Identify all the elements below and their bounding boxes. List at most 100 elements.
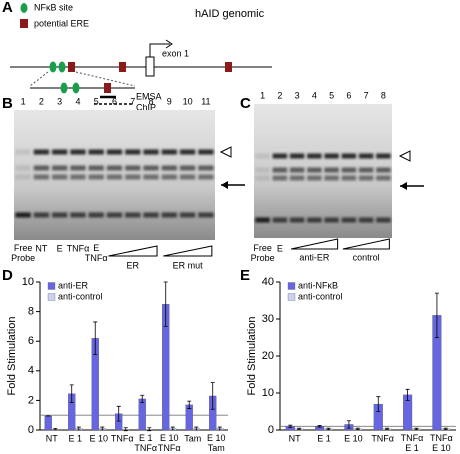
lane-number: 11 — [201, 96, 210, 106]
error-bar — [414, 427, 419, 431]
gel-band — [106, 174, 123, 180]
panel-letter: A — [2, 0, 13, 16]
legend-swatch — [47, 282, 56, 290]
y-tick-label: 10 — [262, 387, 274, 399]
gel-band — [161, 149, 177, 155]
zoom-line — [29, 71, 49, 87]
error-bar — [116, 405, 121, 422]
gel-band — [143, 149, 159, 155]
gel-band — [289, 175, 305, 181]
lane-number: 7 — [130, 96, 135, 106]
error-bar — [405, 388, 410, 401]
error-bar — [210, 382, 215, 410]
gel-band — [52, 212, 68, 218]
error-bar — [147, 427, 152, 432]
legend-label: anti-control — [58, 291, 103, 301]
group-label: ER mut — [173, 260, 204, 270]
nfkb-site — [58, 61, 66, 73]
gel-band — [106, 212, 123, 218]
panel-letter: D — [2, 267, 13, 284]
lane-number: 9 — [167, 96, 172, 106]
panel-letter: E — [240, 267, 250, 284]
lane-number: 3 — [295, 90, 300, 100]
lane-number: 8 — [149, 96, 154, 106]
arrow-head — [221, 181, 228, 189]
lane-number: 6 — [346, 90, 351, 100]
gel-band — [125, 149, 141, 155]
gel-band — [358, 217, 374, 223]
lane-label: E TNFα — [85, 243, 108, 263]
error-bar — [123, 427, 128, 432]
legend-swatch — [287, 293, 296, 301]
gel-band — [272, 217, 288, 223]
group-label: control — [353, 252, 380, 262]
y-tick-label: 10 — [22, 276, 34, 288]
gel-band — [289, 153, 305, 159]
gel-band — [15, 149, 31, 155]
gel-band — [358, 153, 374, 159]
gel-band — [33, 149, 50, 155]
gel-band — [324, 175, 339, 181]
gel-band — [307, 153, 322, 159]
panel-letter: B — [2, 95, 13, 112]
error-bar — [288, 424, 293, 428]
legend-label: NFκB site — [34, 2, 73, 12]
bar — [138, 398, 146, 431]
x-tick-label: NT — [289, 433, 301, 443]
lane-number: 1 — [260, 90, 265, 100]
gel-band — [255, 217, 270, 223]
error-bar — [187, 400, 192, 409]
gel-band — [198, 149, 214, 155]
gel-band — [307, 217, 322, 223]
gel-band — [70, 165, 86, 171]
y-tick-label: 8 — [28, 306, 34, 318]
gel-band — [88, 149, 104, 155]
ere-icon — [20, 19, 28, 28]
gel-band — [15, 174, 31, 180]
error-bar — [346, 420, 351, 429]
gel-band — [33, 212, 50, 218]
gel-band — [376, 175, 391, 181]
gel-band — [179, 212, 196, 218]
gel-band — [179, 165, 196, 171]
nfkb-site — [72, 82, 80, 94]
gel-band — [52, 165, 68, 171]
legend-label: anti-ER — [58, 280, 89, 290]
error-bar — [376, 396, 381, 412]
lane-number: 2 — [39, 96, 44, 106]
error-bar — [170, 426, 175, 431]
lane-number: 4 — [75, 96, 80, 106]
y-tick-label: 20 — [262, 350, 274, 362]
gel-band — [15, 212, 31, 218]
error-bar — [76, 426, 81, 431]
nfkb-site — [49, 61, 57, 73]
error-bar — [434, 292, 439, 338]
assay-label: ChIP — [136, 102, 156, 112]
y-tick-label: 4 — [28, 365, 34, 377]
gel-band — [161, 165, 177, 171]
lane-number: 8 — [381, 90, 386, 100]
gel-band — [307, 175, 322, 181]
x-tick-label: E 10 Tam — [207, 433, 226, 453]
y-tick-label: 30 — [262, 313, 274, 325]
ere-site — [119, 62, 126, 72]
lane-number: 1 — [21, 96, 26, 106]
x-tick-label: TNFα E 10 — [430, 433, 453, 453]
x-tick-label: TNFα — [111, 433, 134, 443]
gel-band — [52, 174, 68, 180]
error-bar — [93, 321, 98, 355]
error-bar — [355, 427, 360, 431]
lane-label: NT — [35, 243, 47, 253]
error-bar — [163, 281, 168, 327]
error-bar — [217, 426, 222, 431]
titration-wedge — [163, 245, 213, 257]
tss-arrow-head — [165, 39, 173, 49]
gel-band — [255, 167, 270, 173]
gel-band — [289, 167, 305, 173]
group-label: anti-ER — [299, 252, 330, 262]
gel-band — [179, 149, 196, 155]
gel-band — [272, 167, 288, 173]
